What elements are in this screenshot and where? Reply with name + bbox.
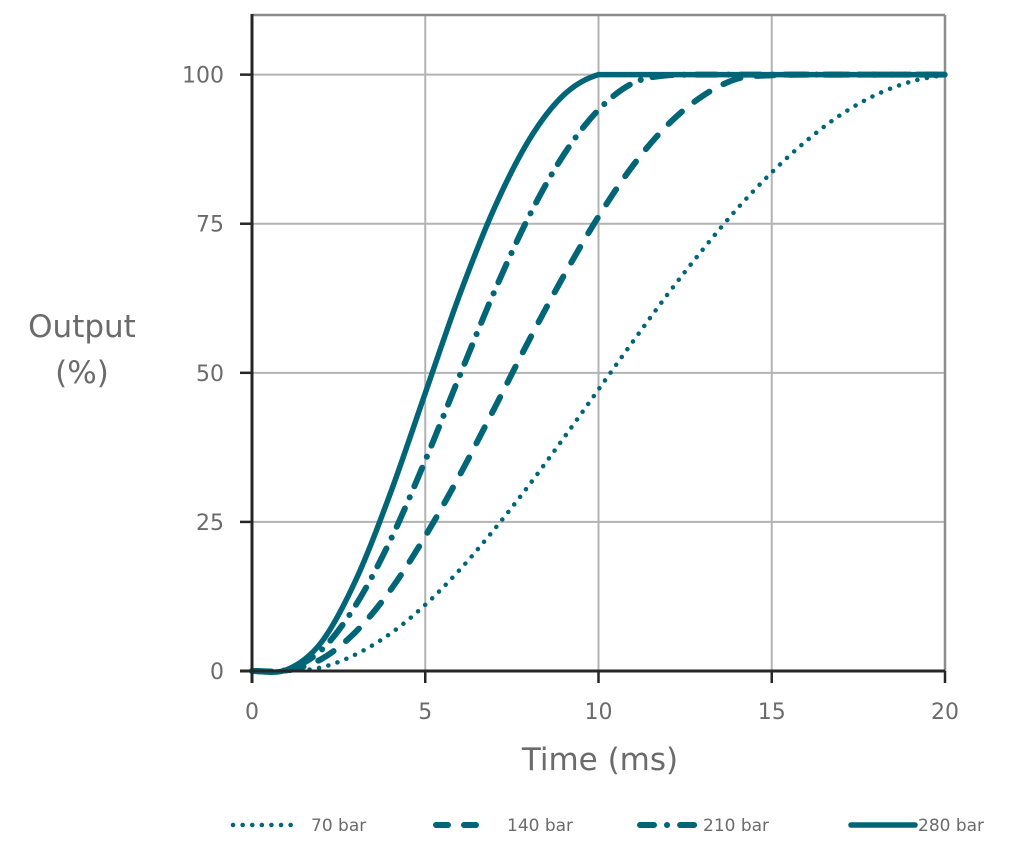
x-tick-label: 10 (585, 700, 613, 725)
y-axis-ticks: 0 25 50 75 100 (182, 64, 252, 685)
y-axis-title-line2: (%) (55, 355, 109, 391)
x-tick-label: 20 (931, 700, 959, 725)
legend-item-70-bar: 70 bar (230, 816, 366, 836)
legend-item-140-bar: 140 bar (433, 816, 573, 836)
y-tick-label: 25 (196, 511, 224, 536)
x-tick-label: 0 (245, 700, 259, 725)
y-tick-label: 75 (196, 213, 224, 238)
series-line-70-bar (249, 72, 948, 674)
y-tick-label: 0 (210, 660, 224, 685)
series-lines (249, 71, 948, 675)
legend: 70 bar 140 bar 210 bar 280 bar (230, 816, 984, 836)
legend-label: 210 bar (703, 816, 769, 836)
y-tick-label: 100 (182, 64, 224, 89)
x-axis-title: Time (ms) (521, 742, 678, 778)
plot-frame (252, 13, 947, 671)
legend-item-280-bar: 280 bar (848, 816, 984, 836)
x-axis-ticks: 0 5 10 15 20 (245, 671, 959, 725)
series-line-210-bar (249, 71, 948, 675)
series-line-280-bar (249, 71, 948, 675)
y-tick-label: 50 (196, 362, 224, 387)
x-tick-label: 5 (418, 700, 432, 725)
x-tick-label: 15 (758, 700, 786, 725)
legend-label: 140 bar (507, 816, 573, 836)
legend-item-210-bar: 210 bar (637, 816, 769, 836)
legend-label: 280 bar (918, 816, 984, 836)
legend-label: 70 bar (311, 816, 366, 836)
y-axis-title-line1: Output (28, 309, 136, 345)
